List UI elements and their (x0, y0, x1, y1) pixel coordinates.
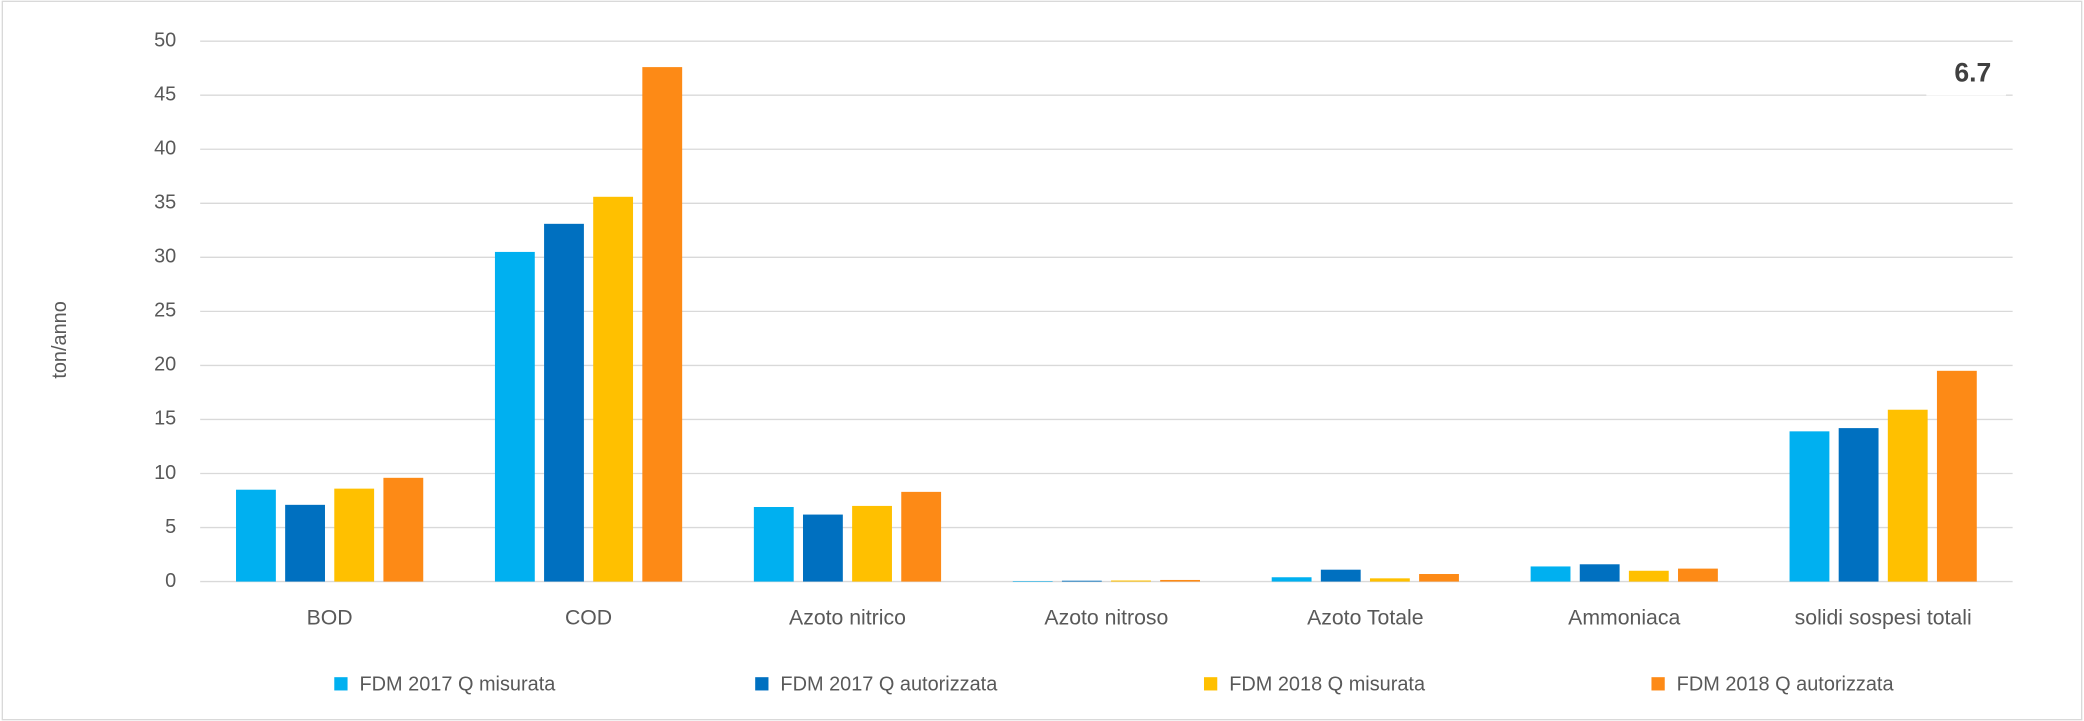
bar (593, 196, 634, 582)
bar (1628, 570, 1669, 582)
bar (802, 514, 843, 582)
y-tick-label: 10 (154, 462, 176, 484)
legend-swatch (755, 677, 769, 691)
bar (1936, 370, 1977, 582)
bar (1419, 574, 1459, 582)
y-axis-label: ton/anno (49, 301, 71, 379)
y-tick-label: 50 (154, 29, 176, 51)
bar (1160, 579, 1201, 582)
bar (1530, 566, 1571, 582)
bar (334, 488, 375, 582)
bar (753, 507, 794, 582)
bar (1320, 569, 1361, 582)
legend-swatch (1203, 677, 1218, 691)
bar (494, 251, 535, 582)
y-tick-label: 15 (154, 408, 176, 430)
bar (852, 505, 892, 582)
bar (383, 477, 424, 582)
annotation: 6.7 (1954, 57, 1991, 87)
y-tick-label: 5 (165, 516, 176, 538)
bar (1887, 409, 1928, 582)
x-tick-label: BOD (307, 605, 353, 629)
x-tick-label: Azoto nitroso (1044, 605, 1168, 629)
bar (1111, 580, 1151, 582)
y-tick-label: 20 (154, 354, 176, 376)
bar (1789, 431, 1830, 582)
y-tick-label: 0 (165, 570, 176, 592)
legend-swatch (1651, 677, 1665, 691)
legend-label: FDM 2018 Q autorizzata (1677, 673, 1895, 695)
y-tick-label: 45 (154, 83, 176, 105)
bar (1579, 564, 1620, 582)
bar (285, 504, 325, 582)
bar (1061, 580, 1102, 582)
y-tick-label: 30 (154, 246, 176, 268)
x-tick-label: Azoto Totale (1307, 605, 1423, 629)
bar (642, 67, 683, 582)
legend-label: FDM 2017 Q misurata (360, 673, 557, 695)
annotation-box (1926, 53, 2006, 96)
bar (1012, 581, 1053, 582)
x-tick-label: Ammoniaca (1568, 605, 1680, 629)
legend-label: FDM 2018 Q misurata (1229, 673, 1426, 695)
bar (1838, 428, 1879, 582)
bar (1369, 578, 1410, 582)
bar (1678, 568, 1718, 582)
bar (236, 489, 276, 582)
x-tick-label: solidi sospesi totali (1795, 605, 1972, 629)
bar (1271, 577, 1312, 582)
legend-swatch (334, 677, 348, 691)
y-tick-label: 40 (154, 138, 176, 160)
legend-label: FDM 2017 Q autorizzata (780, 673, 998, 695)
bar (901, 491, 942, 582)
x-tick-label: COD (565, 605, 612, 629)
x-tick-label: Azoto nitrico (789, 605, 906, 629)
bar (544, 223, 584, 582)
y-tick-label: 25 (154, 300, 176, 322)
y-tick-label: 35 (154, 192, 176, 214)
